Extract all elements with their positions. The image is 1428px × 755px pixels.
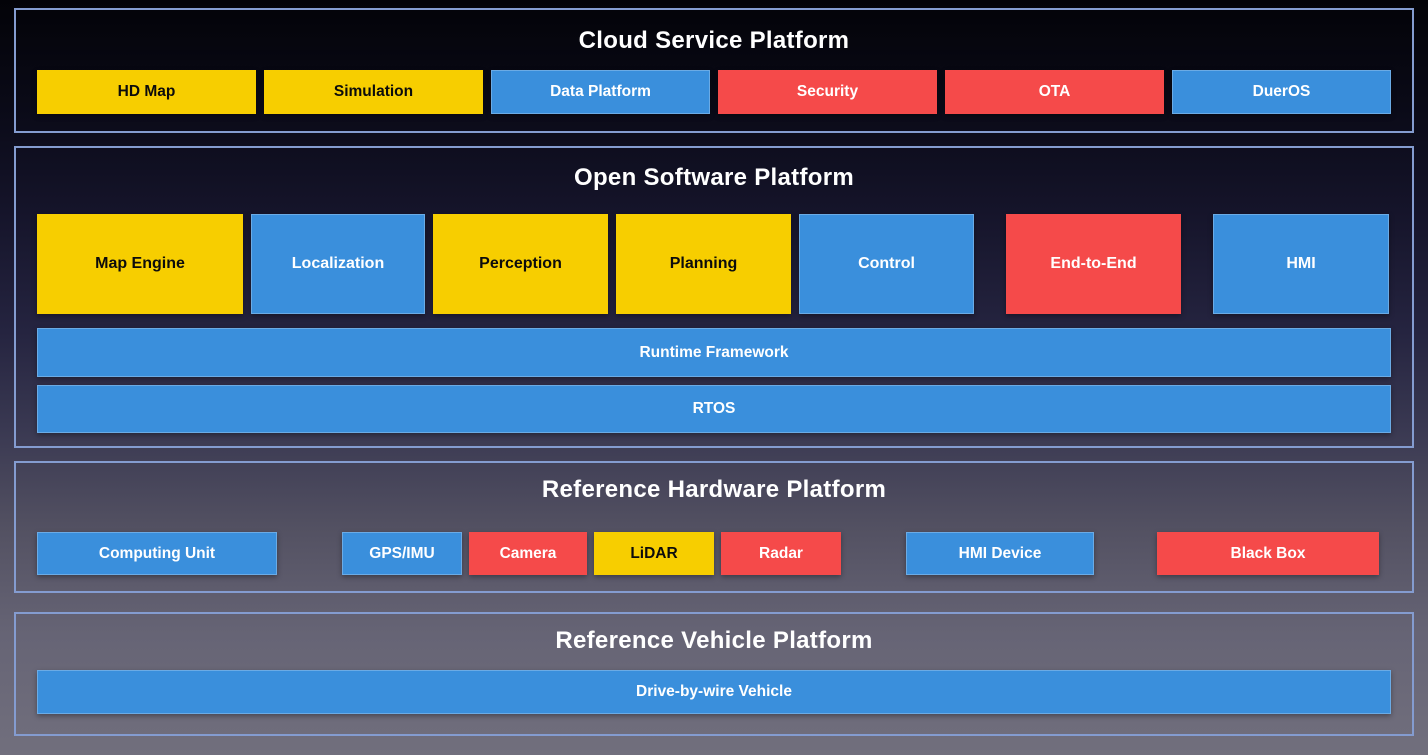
box-camera: Camera xyxy=(469,532,587,575)
box-localization: Localization xyxy=(251,214,425,314)
cloud-boxes-row: HD Map Simulation Data Platform Security… xyxy=(37,70,1391,114)
section-cloud-service-platform: Cloud Service Platform HD Map Simulation… xyxy=(14,8,1414,133)
box-simulation: Simulation xyxy=(264,70,483,114)
software-modules-row: Map Engine Localization Perception Plann… xyxy=(37,214,1391,314)
box-gps-imu: GPS/IMU xyxy=(342,532,462,575)
hardware-section-title: Reference Hardware Platform xyxy=(541,476,887,503)
box-dueros: DuerOS xyxy=(1172,70,1391,114)
box-lidar: LiDAR xyxy=(594,532,714,575)
bar-drive-by-wire-vehicle: Drive-by-wire Vehicle xyxy=(37,670,1391,714)
box-hd-map: HD Map xyxy=(37,70,256,114)
box-end-to-end: End-to-End xyxy=(1006,214,1181,314)
box-planning: Planning xyxy=(616,214,791,314)
cloud-section-title: Cloud Service Platform xyxy=(578,27,850,54)
bar-runtime-framework: Runtime Framework xyxy=(37,328,1391,377)
box-computing-unit: Computing Unit xyxy=(37,532,277,575)
box-black-box: Black Box xyxy=(1157,532,1379,575)
section-reference-hardware-platform: Reference Hardware Platform Computing Un… xyxy=(14,461,1414,593)
box-perception: Perception xyxy=(433,214,608,314)
box-hmi: HMI xyxy=(1213,214,1389,314)
box-control: Control xyxy=(799,214,974,314)
box-map-engine: Map Engine xyxy=(37,214,243,314)
box-hmi-device: HMI Device xyxy=(906,532,1094,575)
vehicle-section-title: Reference Vehicle Platform xyxy=(555,627,873,654)
bar-rtos: RTOS xyxy=(37,385,1391,433)
box-security: Security xyxy=(718,70,937,114)
box-ota: OTA xyxy=(945,70,1164,114)
box-data-platform: Data Platform xyxy=(491,70,710,114)
software-section-title: Open Software Platform xyxy=(574,164,854,191)
hardware-boxes-row: Computing Unit GPS/IMU Camera LiDAR Rada… xyxy=(37,532,1391,575)
section-open-software-platform: Open Software Platform Map Engine Locali… xyxy=(14,146,1414,448)
box-radar: Radar xyxy=(721,532,841,575)
section-reference-vehicle-platform: Reference Vehicle Platform Drive-by-wire… xyxy=(14,612,1414,736)
